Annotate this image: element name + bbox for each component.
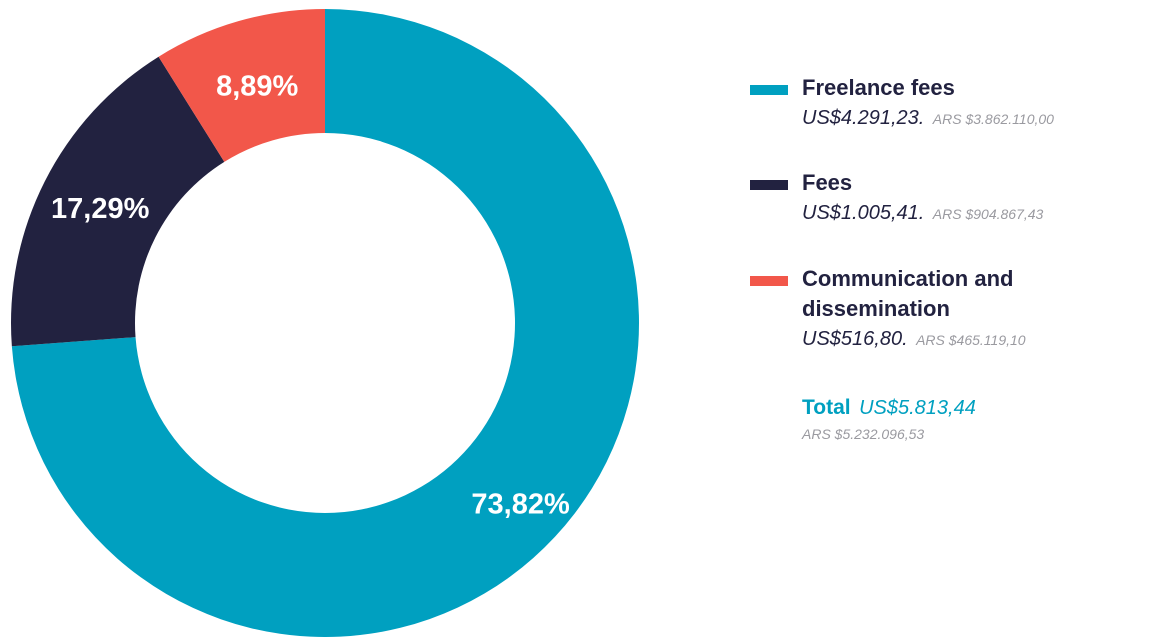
slice-labels: 73,82% 17,29% 8,89%: [51, 71, 570, 521]
legend-values: US$516,80. ARS $465.119,10: [802, 324, 1150, 356]
total-line: Total US$5.813,44: [802, 393, 1150, 425]
legend-swatch-fees: [750, 180, 788, 190]
legend-swatch-freelance-fees: [750, 85, 788, 95]
total-ars: ARS $5.232.096,53: [802, 426, 925, 442]
legend-swatch-communication: [750, 276, 788, 286]
amount-usd: US$516,80.: [802, 328, 908, 350]
chart-legend: Freelance fees US$4.291,23. ARS $3.862.1…: [750, 0, 1150, 637]
total-usd: US$5.813,44: [859, 397, 976, 419]
legend-text: Freelance fees US$4.291,23. ARS $3.862.1…: [802, 73, 1150, 135]
slice-label-freelance-fees: 73,82%: [471, 489, 570, 521]
slice-label-communication-and-dissemination: 8,89%: [216, 71, 298, 103]
legend-text: Fees US$1.005,41. ARS $904.867,43: [802, 168, 1150, 230]
slice-freelance-fees: [11, 9, 640, 637]
legend-label: Fees: [802, 170, 853, 195]
amount-usd: US$4.291,23.: [802, 107, 925, 129]
slice-communication-and-dissemination: [158, 9, 325, 162]
donut-chart: 73,82% 17,29% 8,89%: [10, 9, 640, 637]
legend-values: US$4.291,23. ARS $3.862.110,00: [802, 103, 1150, 135]
legend-text: Communication and dissemination US$516,8…: [802, 264, 1150, 356]
total-block: Total US$5.813,44 ARS $5.232.096,53: [802, 393, 1150, 443]
amount-ars: ARS $3.862.110,00: [932, 111, 1054, 127]
legend-values: US$1.005,41. ARS $904.867,43: [802, 198, 1150, 230]
slice-label-fees: 17,29%: [51, 193, 150, 225]
slice-fees: [10, 56, 225, 347]
donut-slices: [10, 9, 640, 637]
legend-label: Freelance fees: [802, 75, 955, 100]
amount-ars: ARS $904.867,43: [932, 206, 1044, 222]
total-label: Total: [802, 396, 851, 419]
legend-label: Communication and dissemination: [802, 266, 1014, 321]
amount-usd: US$1.005,41.: [802, 202, 925, 224]
amount-ars: ARS $465.119,10: [916, 332, 1026, 348]
